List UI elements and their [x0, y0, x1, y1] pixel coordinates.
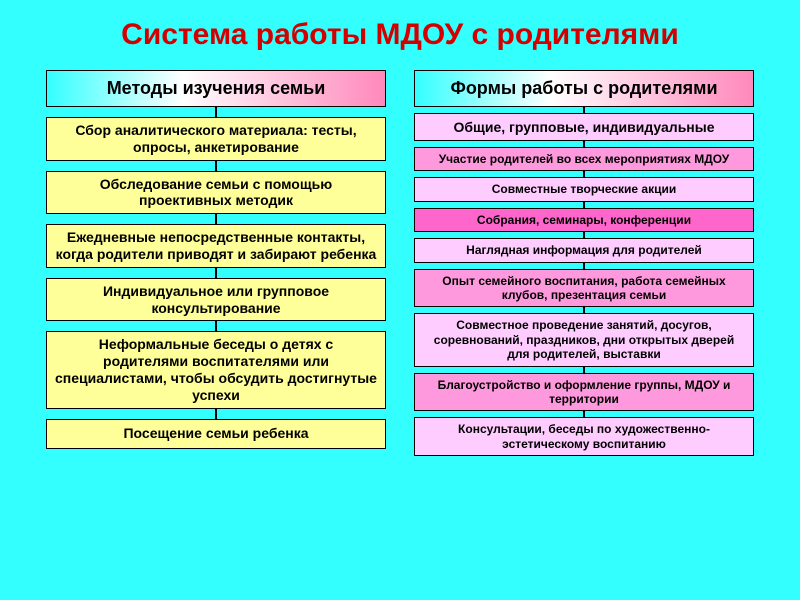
- right-item-2: Совместные творческие акции: [414, 177, 754, 201]
- left-item-3: Индивидуальное или групповое консультиро…: [46, 278, 386, 322]
- right-item-8: Консультации, беседы по художественно-эс…: [414, 417, 754, 456]
- left-connector: [215, 268, 217, 278]
- left-header: Методы изучения семьи: [46, 70, 386, 107]
- left-connector: [215, 161, 217, 171]
- left-item-4: Неформальные беседы о детях с родителями…: [46, 331, 386, 408]
- columns: Методы изучения семьи Сбор аналитического…: [40, 70, 760, 456]
- right-item-0: Общие, групповые, индивидуальные: [414, 113, 754, 141]
- right-header: Формы работы с родителями: [414, 70, 754, 107]
- left-connector: [215, 321, 217, 331]
- left-connector: [215, 107, 217, 117]
- left-connector: [215, 214, 217, 224]
- right-item-5: Опыт семейного воспитания, работа семейн…: [414, 269, 754, 308]
- slide: Система работы МДОУ с родителями Методы …: [0, 0, 800, 600]
- left-item-0: Сбор аналитического материала: тесты, оп…: [46, 117, 386, 161]
- right-item-3: Собрания, семинары, конференции: [414, 208, 754, 232]
- right-item-7: Благоустройство и оформление группы, МДО…: [414, 373, 754, 412]
- right-item-1: Участие родителей во всех мероприятиях М…: [414, 147, 754, 171]
- right-item-4: Наглядная информация для родителей: [414, 238, 754, 262]
- left-connector: [215, 409, 217, 419]
- slide-title: Система работы МДОУ с родителями: [40, 18, 760, 52]
- left-item-2: Ежедневные непосредственные контакты, ко…: [46, 224, 386, 268]
- left-item-1: Обследование семьи с помощью проективных…: [46, 171, 386, 215]
- right-column: Формы работы с родителями Общие, групповы…: [414, 70, 754, 456]
- left-item-5: Посещение семьи ребенка: [46, 419, 386, 449]
- left-column: Методы изучения семьи Сбор аналитического…: [46, 70, 386, 456]
- right-item-6: Совместное проведение занятий, досугов, …: [414, 313, 754, 366]
